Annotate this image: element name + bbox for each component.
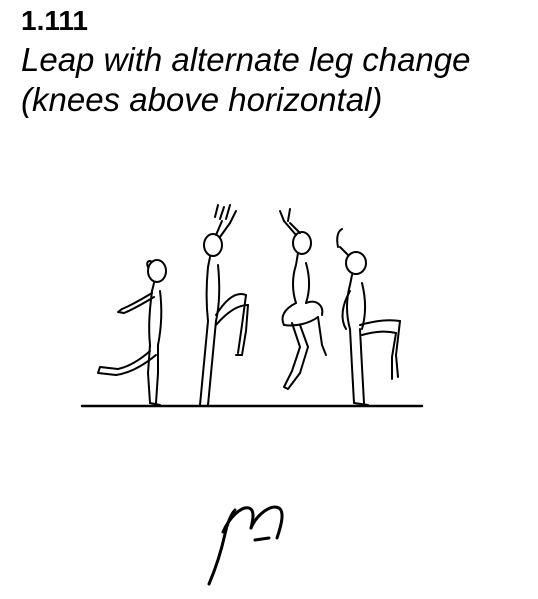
gymnast-leap-sequence-icon (70, 195, 440, 420)
element-title: Leap with alternate leg change (knees ab… (21, 40, 521, 120)
gymnast-figure-4 (336, 228, 401, 406)
gymnast-figure-2 (199, 204, 249, 406)
element-title-line-1: Leap with alternate leg change (21, 41, 471, 78)
handwritten-m-symbol-icon (195, 488, 295, 588)
element-title-line-2: (knees above horizontal) (21, 81, 383, 118)
gymnast-figure-1 (97, 259, 167, 406)
element-code: 1.111 (21, 5, 88, 36)
gymnast-figure-3 (279, 208, 327, 390)
